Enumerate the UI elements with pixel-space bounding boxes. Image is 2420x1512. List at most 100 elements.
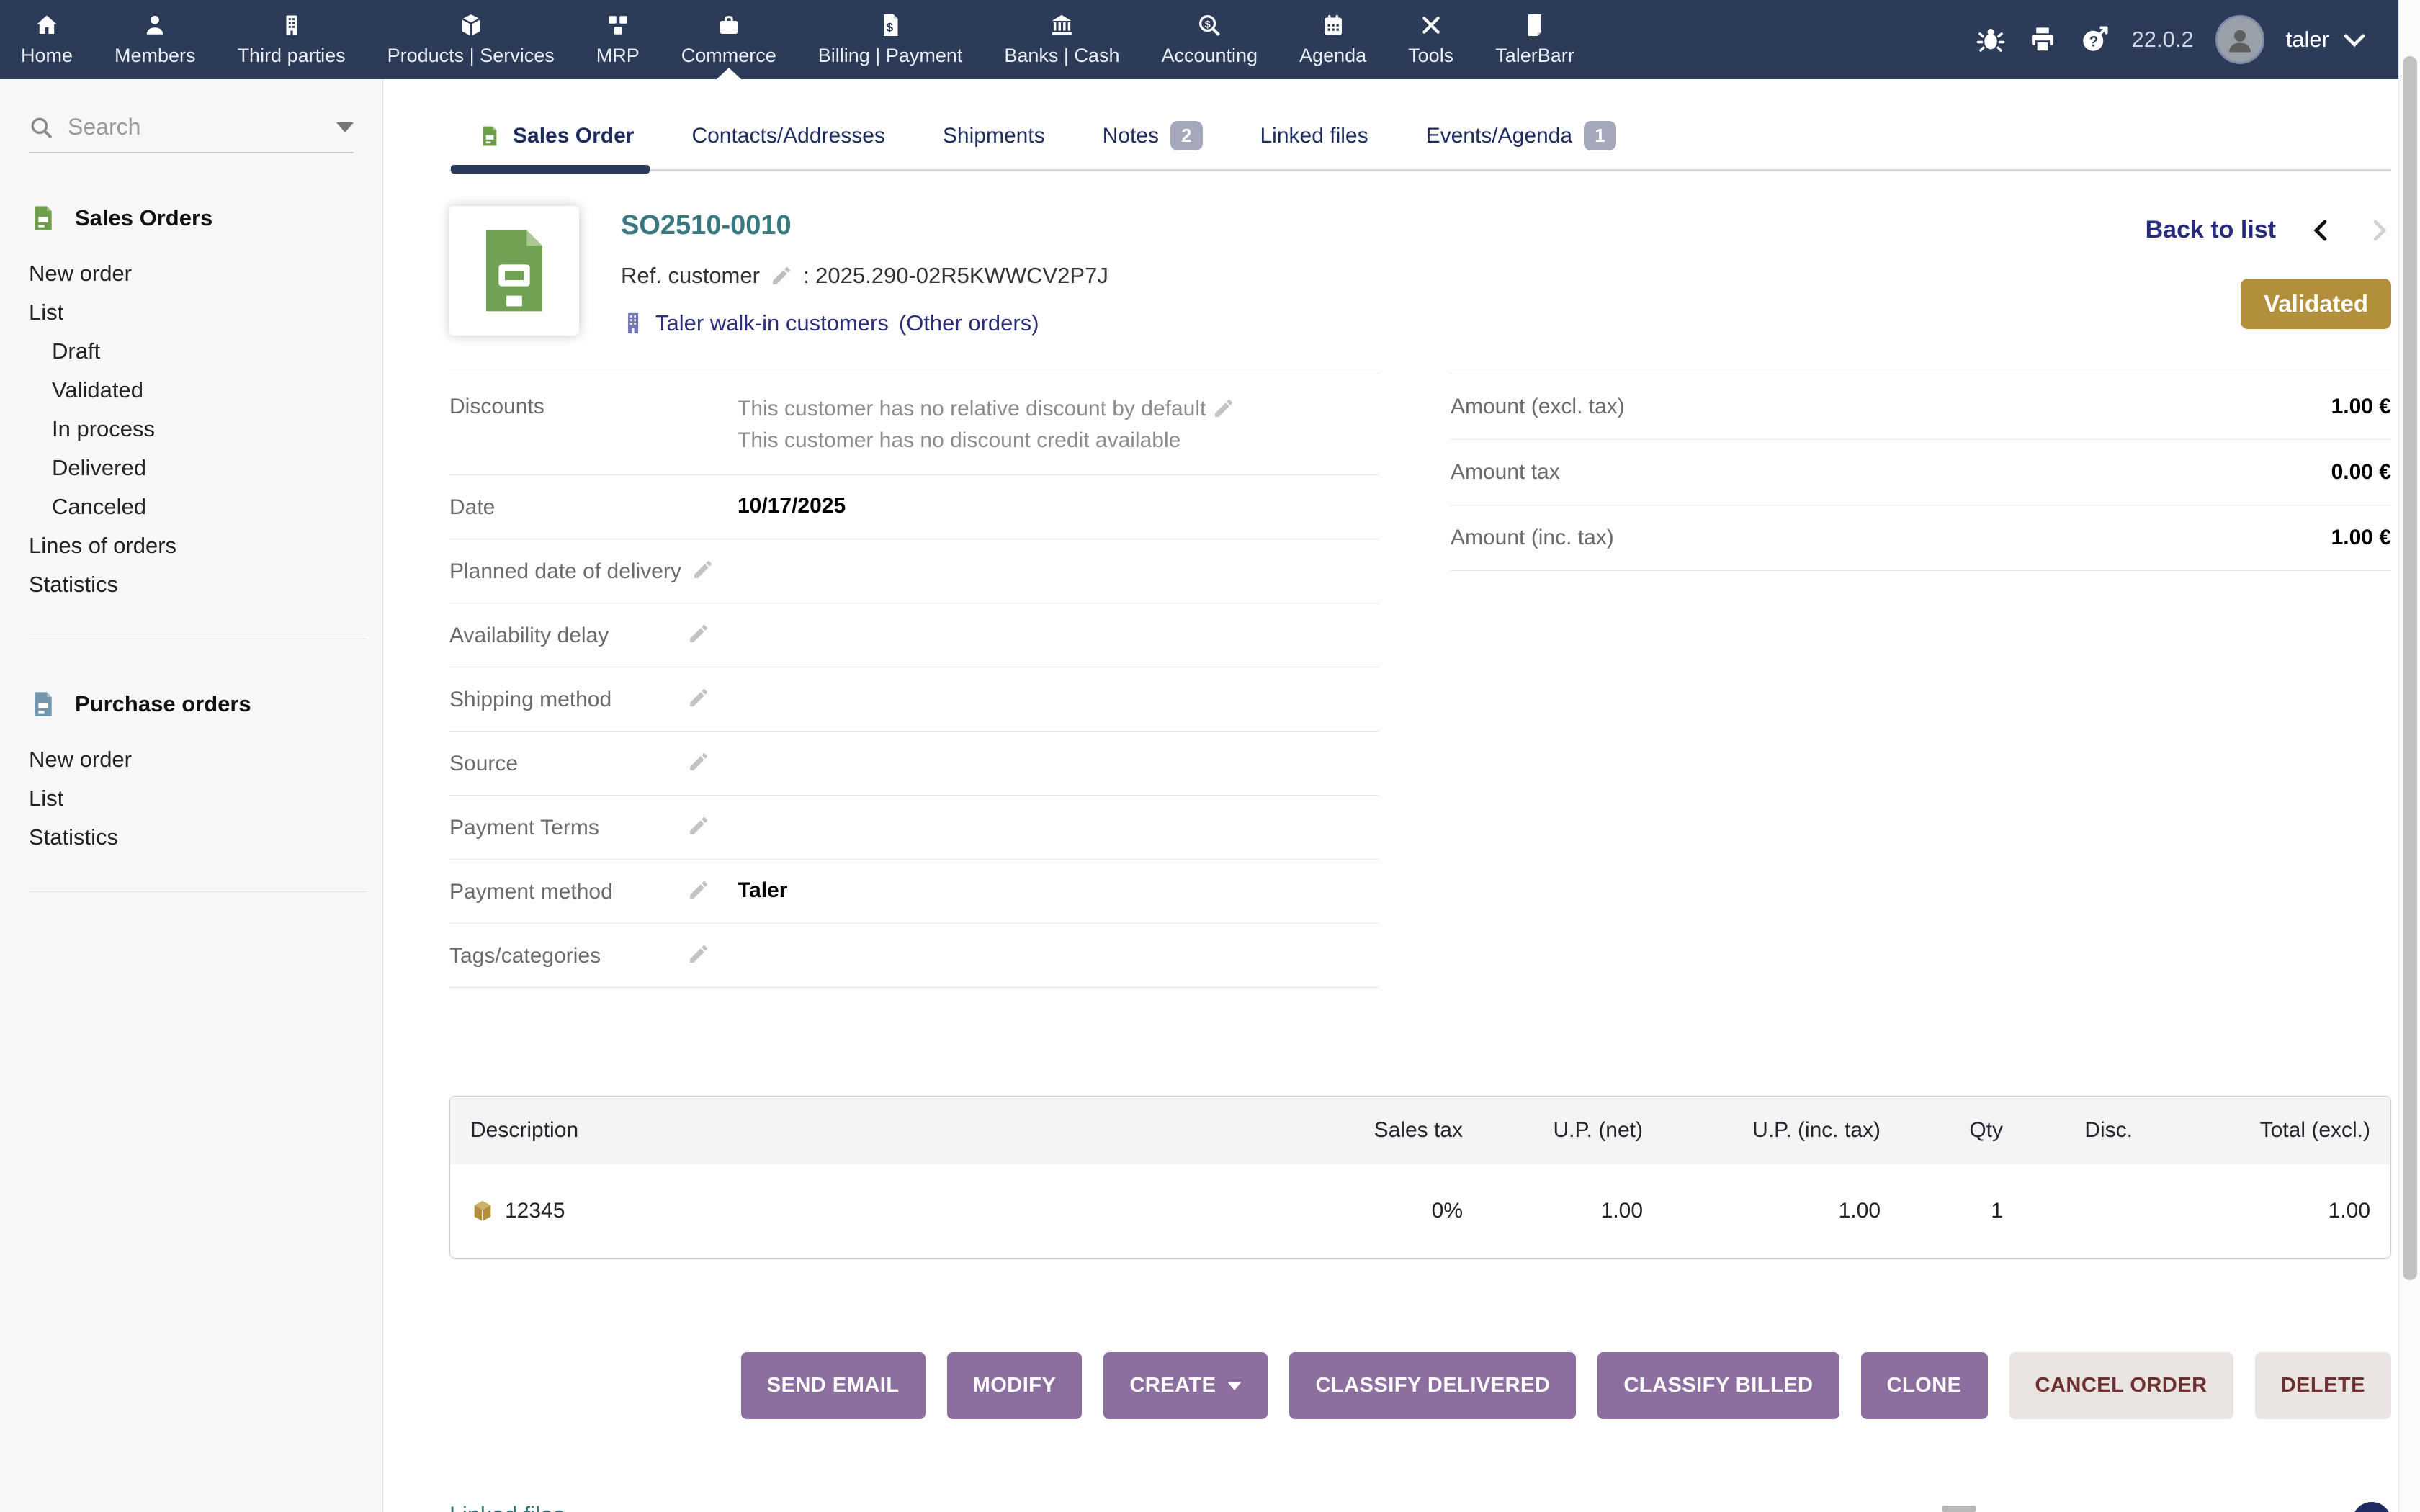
status-badge: Validated — [2241, 279, 2391, 329]
clone-button[interactable]: CLONE — [1860, 1352, 1988, 1419]
vertical-scrollbar[interactable] — [2398, 0, 2420, 1512]
user-avatar[interactable] — [2215, 15, 2264, 64]
topnav-item-tools[interactable]: Tools — [1387, 0, 1474, 79]
button-label: CLONE — [1886, 1374, 1962, 1397]
topnav-item-commerce[interactable]: Commerce — [660, 0, 797, 79]
topnav-item-mrp[interactable]: MRP — [575, 0, 660, 79]
edit-payment-method-icon[interactable] — [687, 878, 710, 901]
sales-orders-icon — [35, 206, 52, 230]
topnav-item-billing-payment[interactable]: $ Billing | Payment — [797, 0, 984, 79]
events-list-view-icon[interactable] — [1941, 1505, 1976, 1512]
edit-planned-delivery-icon[interactable] — [691, 558, 714, 581]
user-menu[interactable]: taler — [2286, 24, 2370, 55]
add-event-button[interactable]: + — [2352, 1502, 2391, 1512]
edit-source-icon[interactable] — [687, 750, 710, 773]
delete-button[interactable]: DELETE — [2254, 1352, 2391, 1419]
topnav-item-home[interactable]: Home — [0, 0, 94, 79]
tab-notes[interactable]: Notes 2 — [1074, 108, 1232, 169]
tab-linked-files[interactable]: Linked files — [1232, 108, 1397, 169]
avatar-icon — [2228, 30, 2251, 53]
svg-text:$: $ — [1205, 19, 1211, 30]
discount-line2: This customer has no discount credit ava… — [738, 428, 1181, 452]
tab-contacts-addresses[interactable]: Contacts/Addresses — [663, 108, 913, 169]
thirdparty-link[interactable]: Taler walk-in customers — [655, 310, 889, 336]
classify-delivered-button[interactable]: CLASSIFY DELIVERED — [1289, 1352, 1577, 1419]
field-edit-slot — [687, 814, 738, 839]
version-label: 22.0.2 — [2131, 27, 2194, 52]
topnav-item-agenda[interactable]: Agenda — [1278, 0, 1387, 79]
sidebar-item-list[interactable]: List — [29, 300, 64, 325]
order-lines-table: Description Sales tax U.P. (net) U.P. (i… — [449, 1096, 2391, 1259]
topnav-item-accounting[interactable]: $ Accounting — [1140, 0, 1278, 79]
field-row-availability-delay: Availability delay — [449, 603, 1379, 667]
sidebar-item-in-process[interactable]: In process — [52, 416, 156, 441]
sales-orders-heading[interactable]: Sales Orders — [29, 204, 367, 233]
thirdparty-line: Taler walk-in customers (Other orders) — [621, 310, 1108, 336]
topnav-label: MRP — [596, 45, 640, 66]
print-icon[interactable] — [2027, 24, 2058, 55]
amount-row-tax: Amount tax 0.00 € — [1451, 439, 2391, 505]
sidebar-item-canceled[interactable]: Canceled — [52, 494, 146, 519]
commerce-icon — [720, 16, 738, 34]
edit-shipping-icon[interactable] — [687, 686, 710, 709]
topnav-item-products-services[interactable]: Products | Services — [367, 0, 575, 79]
topnav-item-members[interactable]: Members — [94, 0, 217, 79]
topnav-item-talerbarr[interactable]: TalerBarr — [1474, 0, 1595, 79]
line-row: 12345 0% 1.00 1.00 1 1.00 — [450, 1164, 2390, 1258]
line-up-inc: 1.00 — [1838, 1199, 1881, 1223]
topnav-item-third-parties[interactable]: Third parties — [217, 0, 367, 79]
order-ref: SO2510-0010 — [621, 210, 792, 240]
tab-sales-order[interactable]: Sales Order — [449, 108, 663, 174]
edit-availability-icon[interactable] — [687, 622, 710, 645]
topnav-label: Home — [21, 45, 73, 66]
tab-events-agenda[interactable]: Events/Agenda 1 — [1397, 108, 1645, 169]
amount-row-inc-tax: Amount (inc. tax) 1.00 € — [1451, 505, 2391, 571]
sidebar-item-po-statistics[interactable]: Statistics — [29, 824, 119, 850]
sidebar-item-new-order[interactable]: New order — [29, 261, 132, 286]
order-fields-table: Discounts This customer has no relative … — [449, 374, 1379, 988]
topnav-label: TalerBarr — [1495, 45, 1574, 66]
topnav-label: Agenda — [1299, 45, 1367, 66]
edit-ref-customer-icon[interactable] — [770, 264, 793, 287]
field-row-payment-terms: Payment Terms — [449, 795, 1379, 859]
field-row-planned-delivery: Planned date of delivery — [449, 539, 1379, 603]
cancel-order-button[interactable]: CANCEL ORDER — [2009, 1352, 2233, 1419]
topnav-label: Accounting — [1161, 45, 1258, 66]
button-label: CLASSIFY BILLED — [1623, 1374, 1814, 1397]
previous-record-icon[interactable] — [2309, 218, 2334, 243]
sidebar-item-po-list[interactable]: List — [29, 786, 64, 811]
topnav-item-banks-cash[interactable]: Banks | Cash — [983, 0, 1140, 79]
modify-button[interactable]: MODIFY — [946, 1352, 1083, 1419]
edit-payment-terms-icon[interactable] — [687, 814, 710, 837]
linked-files-title: Linked files — [449, 1502, 1379, 1512]
edit-discount-icon[interactable] — [1212, 397, 1235, 420]
sidebar-item-statistics[interactable]: Statistics — [29, 572, 119, 597]
sidebar-item-lines-of-orders[interactable]: Lines of orders — [29, 533, 177, 558]
other-orders-link[interactable]: (Other orders) — [898, 310, 1039, 336]
mrp-icon — [608, 16, 627, 35]
help-icon[interactable]: ? — [2079, 24, 2110, 55]
vertical-scrollbar-thumb[interactable] — [2403, 56, 2417, 1280]
classify-billed-button[interactable]: CLASSIFY BILLED — [1597, 1352, 1839, 1419]
purchase-orders-heading[interactable]: Purchase orders — [29, 690, 367, 719]
send-email-button[interactable]: SEND EMAIL — [740, 1352, 926, 1419]
bug-icon[interactable] — [1976, 24, 2006, 55]
sidebar-item-po-new-order[interactable]: New order — [29, 747, 132, 772]
topnav-label: Tools — [1408, 45, 1454, 66]
sidebar-section-sales-orders: Sales Orders New order List Draft Valida… — [29, 204, 367, 639]
sidebar-item-validated[interactable]: Validated — [52, 377, 143, 402]
amount-value: 0.00 € — [2331, 460, 2391, 484]
create-button[interactable]: CREATE — [1103, 1352, 1268, 1419]
action-buttons: SEND EMAIL MODIFY CREATE CLASSIFY DELIVE… — [449, 1352, 2391, 1419]
sidebar-item-draft[interactable]: Draft — [52, 338, 101, 364]
search-options-caret-icon[interactable] — [336, 122, 354, 132]
back-to-list-link[interactable]: Back to list — [2145, 216, 2276, 243]
sidebar-item-delivered[interactable]: Delivered — [52, 455, 146, 480]
product-ref-link[interactable]: 12345 — [505, 1199, 565, 1223]
tab-shipments[interactable]: Shipments — [914, 108, 1074, 169]
events-header-row: The last 10 events + — [1451, 1502, 2391, 1512]
edit-tags-icon[interactable] — [687, 942, 710, 966]
ref-customer-value: : 2025.290-02R5KWWCV2P7J — [802, 263, 1108, 288]
search-input[interactable] — [68, 114, 322, 140]
sales-order-tab-icon — [483, 126, 497, 145]
